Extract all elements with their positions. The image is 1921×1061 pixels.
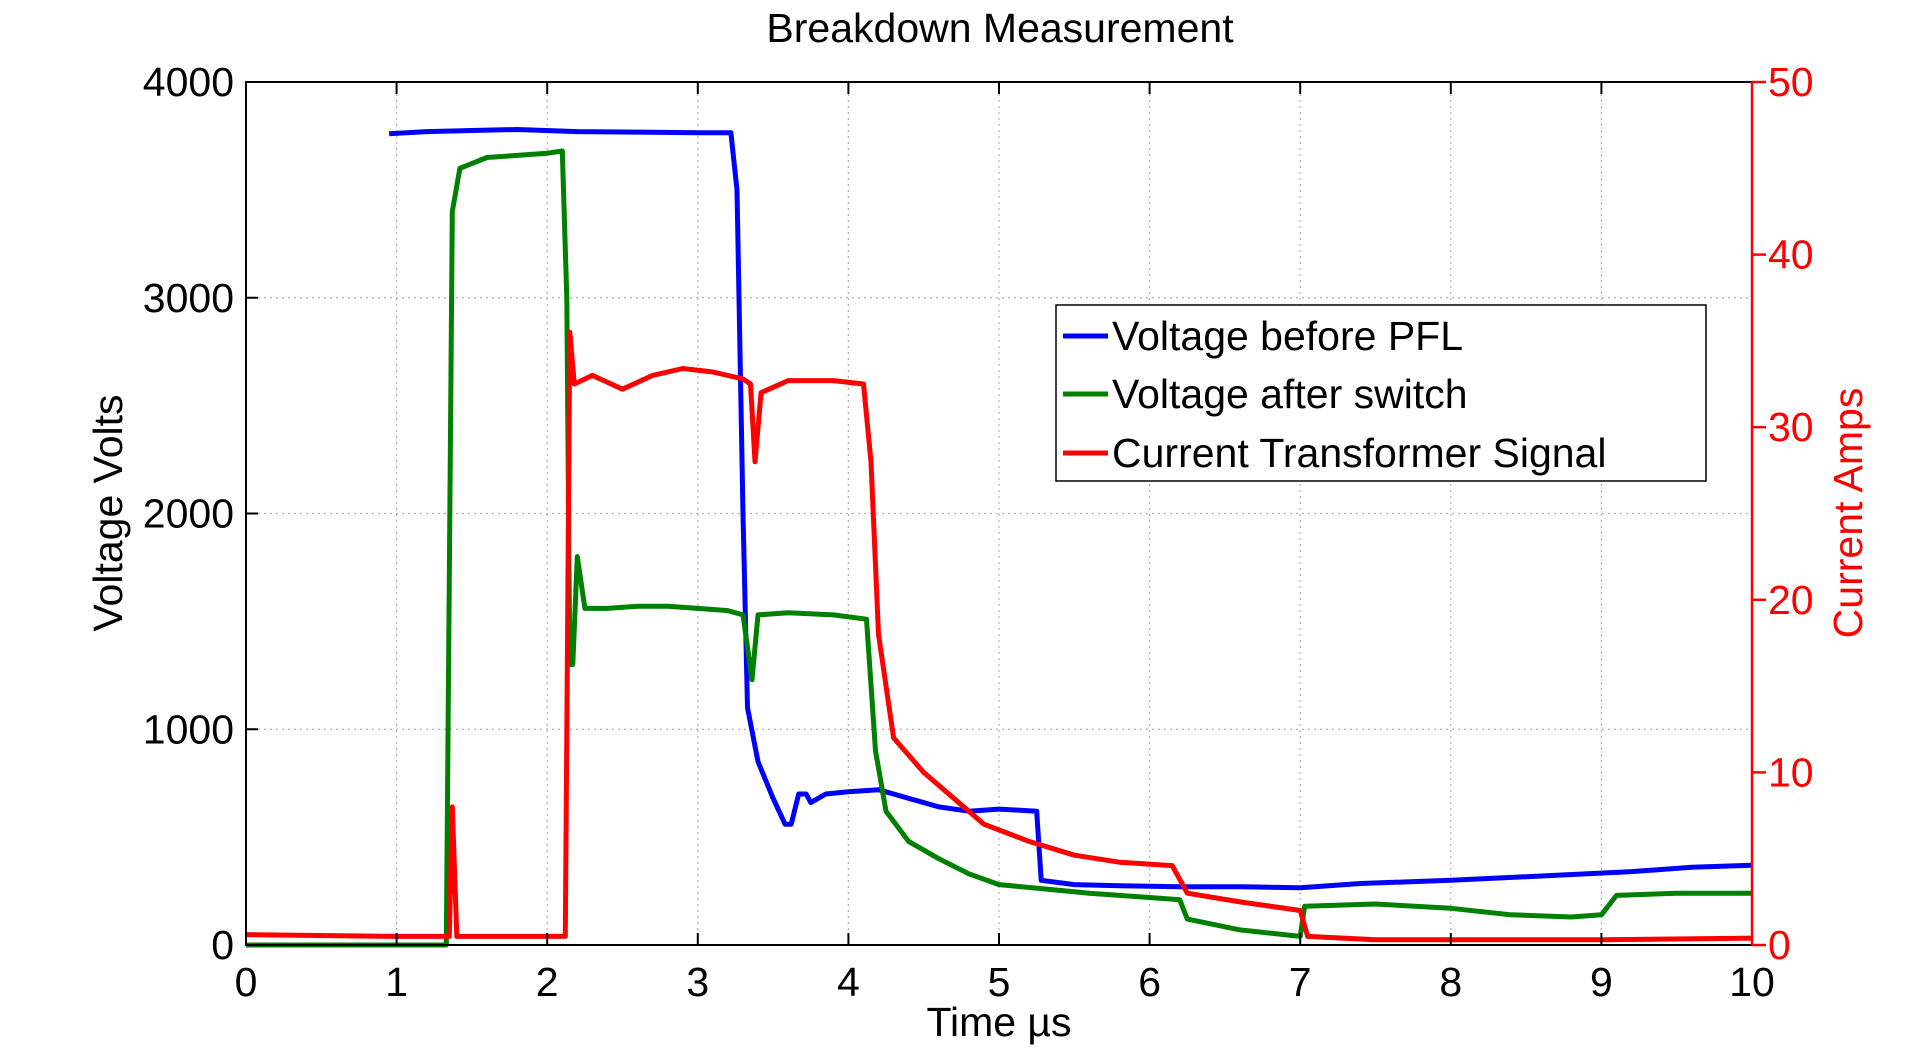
x-tick-label: 4 (837, 959, 860, 1005)
chart-title: Breakdown Measurement (766, 5, 1234, 51)
right-y-tick-label: 10 (1768, 749, 1814, 795)
legend-label-voltage-before-pfl: Voltage before PFL (1112, 313, 1463, 359)
legend: Voltage before PFL Voltage after switch … (1055, 304, 1707, 482)
right-y-tick-label: 20 (1768, 577, 1814, 623)
x-axis-ticks: 0 1 2 3 4 5 6 7 8 9 10 (235, 82, 1775, 1005)
right-y-axis-ticks: 0 10 20 30 40 50 (1750, 59, 1814, 968)
right-y-axis-label: Current Amps (1825, 388, 1871, 639)
legend-label-current-transformer-signal: Current Transformer Signal (1112, 430, 1606, 476)
series-layer (245, 127, 1753, 948)
series-line-voltage-before-pfl (388, 127, 1753, 891)
left-y-tick-label: 0 (211, 922, 234, 968)
x-axis-label: Time µs (926, 999, 1071, 1045)
x-tick-label: 8 (1439, 959, 1462, 1005)
left-y-tick-label: 2000 (143, 491, 234, 537)
x-tick-label: 9 (1590, 959, 1613, 1005)
grid-lines (246, 82, 1752, 945)
x-tick-label: 6 (1138, 959, 1161, 1005)
right-y-tick-label: 50 (1768, 59, 1814, 105)
series-line-voltage-after-switch (246, 148, 1752, 948)
legend-box (1055, 304, 1707, 482)
series-line-current-transformer-signal (245, 329, 1753, 943)
right-y-tick-label: 40 (1768, 232, 1814, 278)
x-tick-label: 1 (385, 959, 408, 1005)
x-tick-label: 3 (686, 959, 709, 1005)
x-tick-label: 5 (988, 959, 1011, 1005)
x-tick-label: 10 (1729, 959, 1775, 1005)
left-y-axis-label: Voltage Volts (85, 394, 131, 631)
x-tick-label: 0 (235, 959, 258, 1005)
legend-label-voltage-after-switch: Voltage after switch (1112, 371, 1468, 417)
right-y-tick-label: 0 (1768, 922, 1791, 968)
right-y-tick-label: 30 (1768, 404, 1814, 450)
x-tick-label: 2 (536, 959, 559, 1005)
left-y-tick-label: 4000 (143, 59, 234, 105)
left-y-tick-label: 1000 (143, 706, 234, 752)
left-y-tick-label: 3000 (143, 275, 234, 321)
left-y-axis-ticks: 0 1000 2000 3000 4000 (143, 59, 258, 968)
x-tick-label: 7 (1289, 959, 1312, 1005)
